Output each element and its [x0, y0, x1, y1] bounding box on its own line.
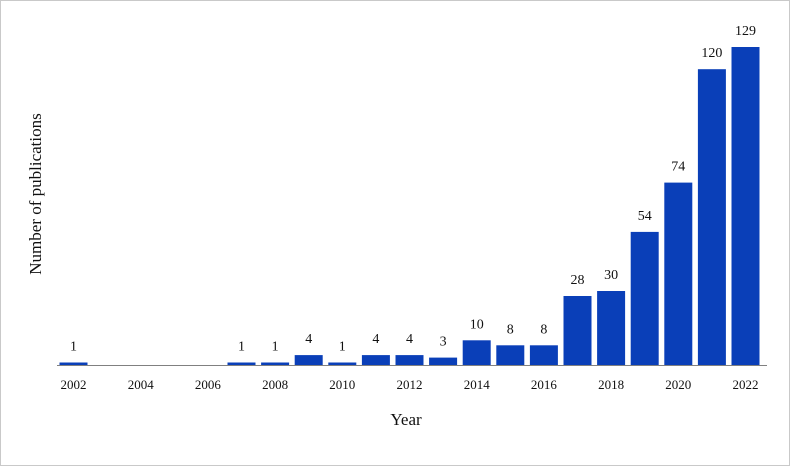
bar-2009 — [294, 355, 323, 365]
x-tick-2022: 2022 — [733, 377, 759, 392]
x-tick-labels-group: 2002 2004 2006 2008 2010 2012 2014 2016 2018 2020… — [61, 377, 759, 392]
bar-2008 — [261, 362, 290, 365]
x-tick-2006: 2006 — [195, 377, 222, 392]
x-tick-2004: 2004 — [128, 377, 155, 392]
data-label-2012: 4 — [406, 332, 413, 347]
x-tick-2010: 2010 — [329, 377, 355, 392]
data-label-2015: 8 — [507, 322, 514, 337]
bar-2016 — [529, 345, 558, 365]
bar-2021 — [697, 69, 726, 365]
x-axis-title: Year — [390, 410, 422, 429]
data-label-2016: 8 — [540, 322, 547, 337]
data-label-2013: 3 — [440, 335, 447, 350]
x-tick-2020: 2020 — [665, 377, 691, 392]
bars-group — [59, 47, 760, 365]
x-tick-2014: 2014 — [464, 377, 491, 392]
bar-2018 — [597, 291, 626, 365]
bar-2011 — [361, 355, 390, 365]
data-label-2017: 28 — [571, 273, 585, 288]
bar-2014 — [462, 340, 491, 365]
bar-2010 — [328, 362, 357, 365]
data-labels-group: 1 1 1 4 1 4 4 3 10 8 8 28 30 54 74 120 129 — [70, 24, 756, 355]
data-label-2019: 54 — [638, 209, 652, 224]
data-label-2009: 4 — [305, 332, 312, 347]
bar-2007 — [227, 362, 256, 365]
x-tick-2012: 2012 — [397, 377, 423, 392]
x-tick-2016: 2016 — [531, 377, 558, 392]
bar-2022 — [731, 47, 760, 365]
bar-2017 — [563, 296, 592, 365]
data-label-2010: 1 — [339, 340, 346, 355]
data-label-2022: 129 — [735, 24, 756, 39]
data-label-2008: 1 — [272, 340, 279, 355]
data-label-2021: 120 — [701, 46, 722, 61]
data-label-2002: 1 — [70, 340, 77, 355]
y-axis-title: Number of publications — [26, 113, 45, 274]
data-label-2018: 30 — [604, 268, 618, 283]
data-label-2011: 4 — [372, 332, 379, 347]
x-tick-2002: 2002 — [61, 377, 87, 392]
bar-2019 — [630, 231, 659, 365]
bar-2015 — [496, 345, 525, 365]
bar-2012 — [395, 355, 424, 365]
data-label-2007: 1 — [238, 340, 245, 355]
bar-2002 — [59, 362, 88, 365]
bar-2013 — [429, 357, 458, 365]
x-tick-2008: 2008 — [262, 377, 288, 392]
x-tick-2018: 2018 — [598, 377, 624, 392]
bar-2020 — [664, 182, 693, 365]
data-label-2014: 10 — [470, 317, 484, 332]
data-label-2020: 74 — [671, 160, 685, 175]
